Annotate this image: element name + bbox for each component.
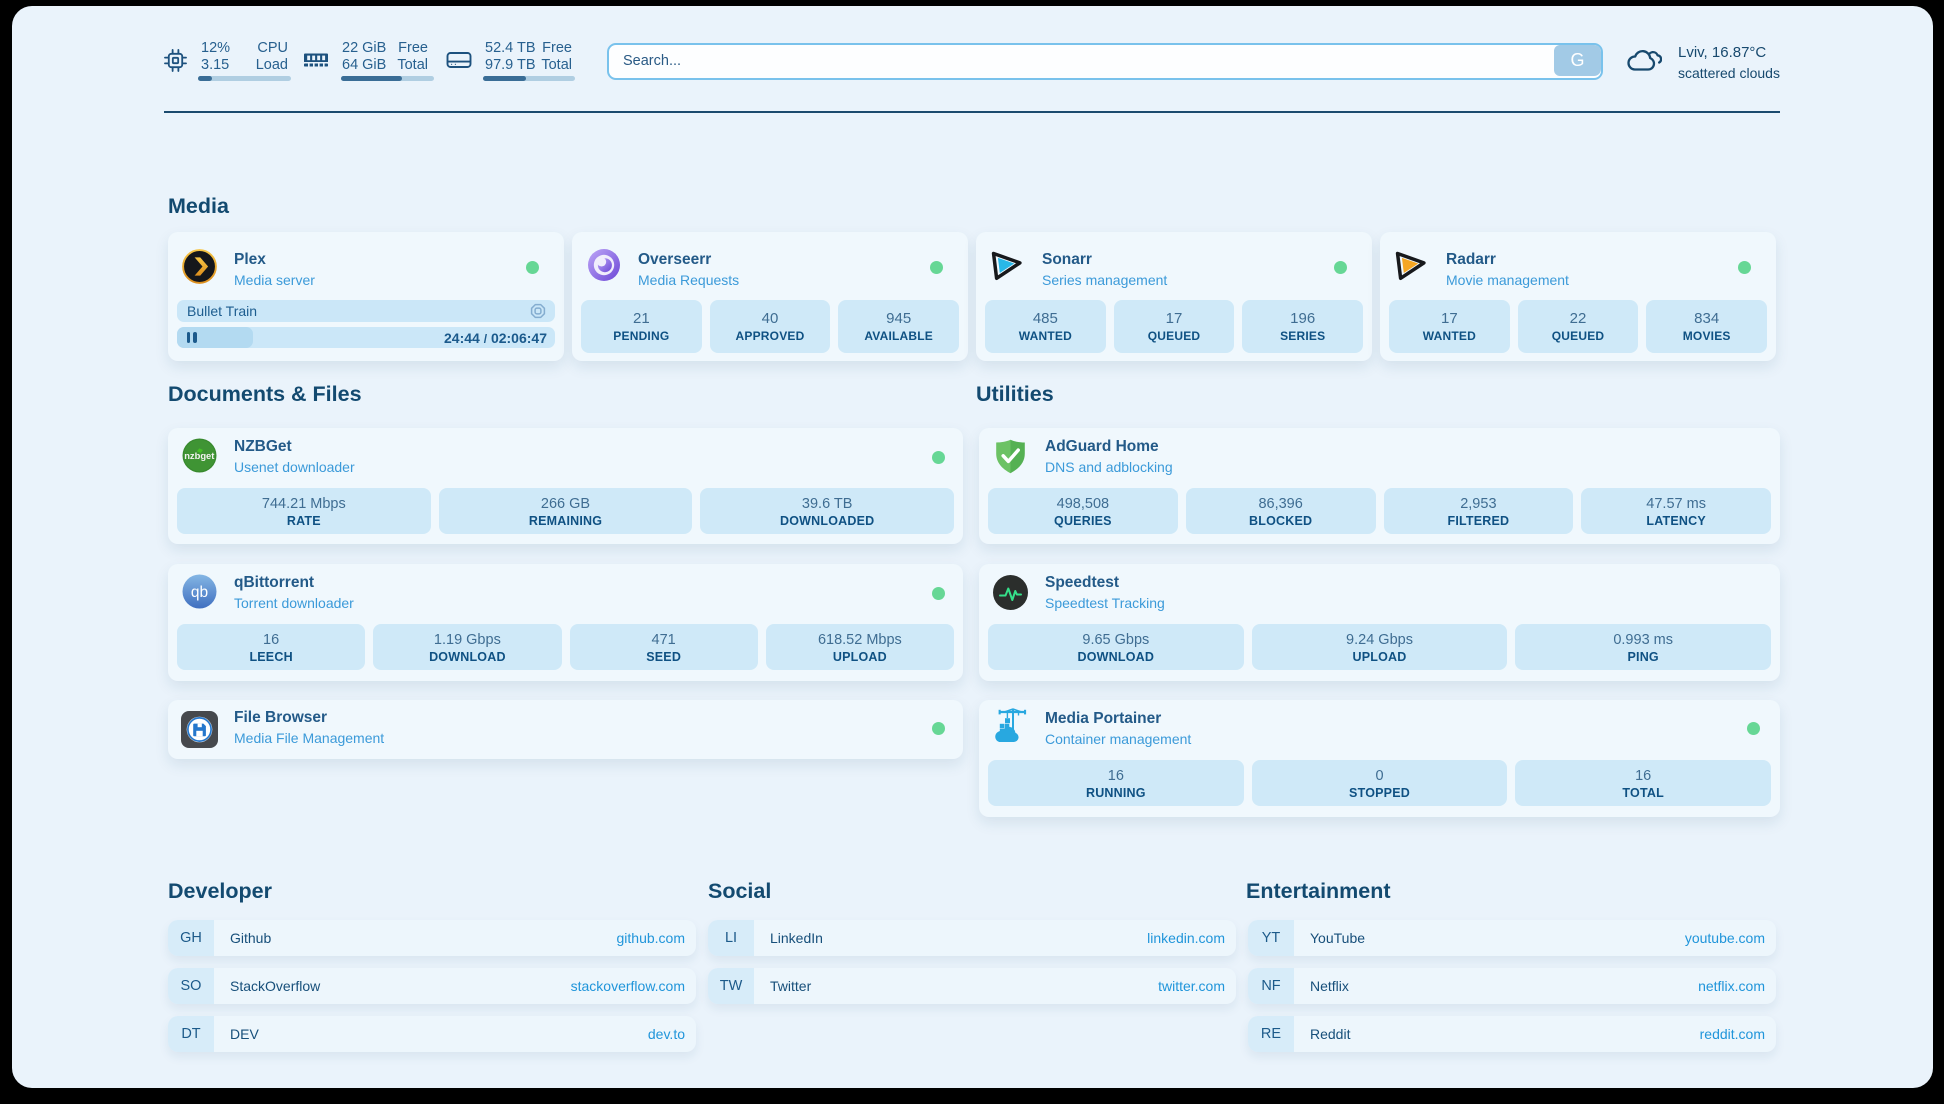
svg-text:qb: qb — [191, 584, 208, 601]
svg-text:nzbget: nzbget — [184, 450, 214, 461]
